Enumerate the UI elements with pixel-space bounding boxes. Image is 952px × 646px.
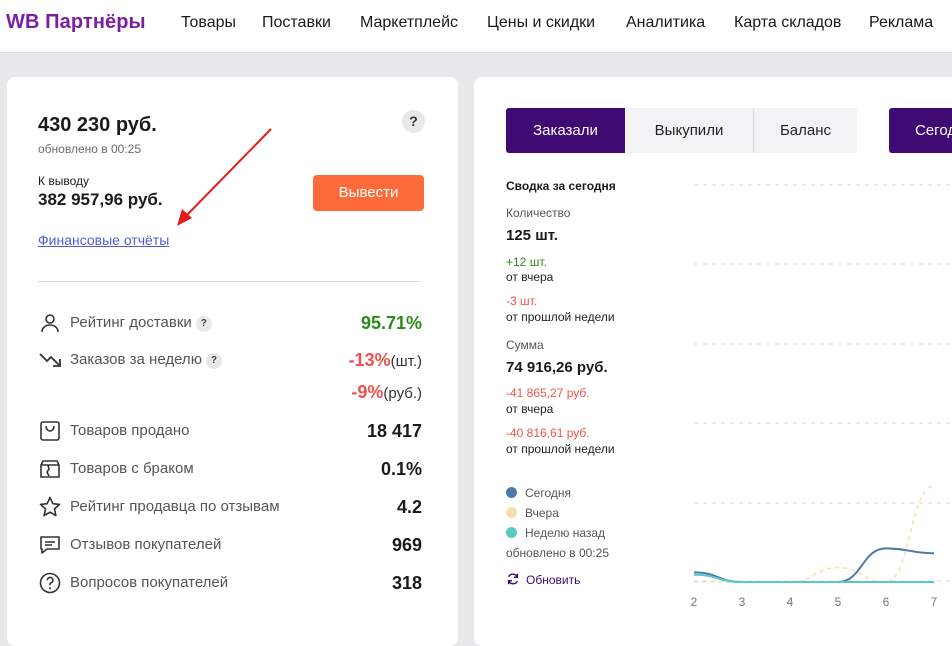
- metric-delivery-rating: Рейтинг доставки?: [70, 314, 212, 332]
- x-tick-label: 5: [835, 595, 842, 609]
- summary-title: Сводка за сегодня: [506, 179, 616, 193]
- nav-item-ads[interactable]: Реклама: [869, 14, 934, 31]
- help-icon[interactable]: ?: [402, 110, 425, 133]
- balance-updated: обновлено в 00:25: [38, 142, 141, 156]
- tab-divider: [753, 108, 754, 153]
- legend-yesterday[interactable]: Вчера: [506, 506, 559, 520]
- sum-delta-day-sub: от вчера: [506, 402, 554, 416]
- legend-week-ago[interactable]: Неделю назад: [506, 526, 605, 540]
- refresh-label: Обновить: [526, 573, 581, 587]
- metric-orders-week-sum: -9%(руб.): [351, 382, 422, 403]
- metric-reviews: Отзывов покупателей: [70, 536, 222, 553]
- sum-delta-week-sub: от прошлой недели: [506, 442, 615, 456]
- metric-defect-value: 0.1%: [380, 459, 422, 479]
- tab-ordered[interactable]: Заказали: [506, 108, 625, 153]
- nav-item-goods[interactable]: Товары: [181, 14, 237, 31]
- shopping-bag-icon: [40, 421, 60, 441]
- x-tick-label: 2: [691, 595, 698, 609]
- sum-delta-day: -41 865,27 руб.: [506, 386, 590, 400]
- metric-value-number: -9%: [351, 382, 384, 402]
- legend-dot: [506, 527, 517, 538]
- metric-questions: Вопросов покупателей: [70, 574, 229, 591]
- legend-dot: [506, 507, 517, 518]
- withdraw-amount: 382 957,96 руб.: [38, 190, 163, 209]
- user-icon: [41, 314, 59, 333]
- metric-sold: Товаров продано: [70, 422, 190, 439]
- star-icon: [39, 496, 61, 517]
- sum-label: Сумма: [506, 338, 544, 352]
- nav-item-marketplace[interactable]: Маркетплейс: [360, 14, 459, 31]
- comment-icon: [40, 536, 60, 554]
- series-line-yesterday: [693, 485, 935, 583]
- series-line-week-ago: [693, 573, 934, 583]
- metric-seller-rating-value: 4.2: [396, 497, 422, 517]
- orders-summary-card: Заказали Выкупили Баланс Сегодня Сводка …: [474, 77, 952, 646]
- metric-defect: Товаров с браком: [70, 460, 194, 477]
- metric-questions-value: 318: [391, 573, 422, 593]
- nav-item-warehouse-map[interactable]: Карта складов: [734, 14, 842, 31]
- nav-item-prices[interactable]: Цены и скидки: [487, 14, 596, 31]
- question-circle-icon: [39, 572, 61, 594]
- qty-delta-day-sub: от вчера: [506, 270, 554, 284]
- help-icon[interactable]: ?: [205, 353, 222, 369]
- balance-amount: 430 230 руб.: [38, 114, 157, 136]
- trend-down-icon: [39, 353, 61, 367]
- legend-label: Неделю назад: [525, 526, 606, 540]
- top-nav: WB Партнёры Товары Поставки Маркетплейс …: [0, 0, 952, 53]
- metric-orders-week-qty: -13%(шт.): [349, 350, 422, 371]
- metric-label-text: Рейтинг доставки: [70, 314, 192, 331]
- orders-line-chart: 2 3 4 5 6 7: [691, 184, 952, 609]
- x-tick-label: 4: [787, 595, 794, 609]
- qty-delta-week-sub: от прошлой недели: [506, 310, 615, 324]
- legend-today[interactable]: Сегодня: [506, 486, 571, 500]
- damaged-box-icon: [40, 460, 60, 478]
- financial-reports-link[interactable]: Финансовые отчёты: [38, 232, 170, 248]
- refresh-button[interactable]: Обновить: [506, 572, 580, 587]
- logo[interactable]: WB Партнёры: [6, 11, 146, 33]
- metric-reviews-value: 969: [391, 535, 422, 555]
- metric-orders-week: Заказов за неделю?: [70, 351, 222, 369]
- metric-unit: (шт.): [390, 353, 422, 370]
- nav-item-analytics[interactable]: Аналитика: [626, 14, 706, 31]
- legend-label: Сегодня: [525, 486, 571, 500]
- tab-today[interactable]: Сегодня: [889, 108, 952, 153]
- metric-label-text: Заказов за неделю: [70, 351, 202, 368]
- tab-balance[interactable]: Баланс: [754, 108, 857, 153]
- withdraw-label: К выводу: [38, 174, 89, 188]
- balance-card: 430 230 руб. обновлено в 00:25 ? К вывод…: [7, 77, 458, 646]
- help-icon[interactable]: ?: [195, 316, 212, 332]
- qty-delta-week: -3 шт.: [506, 294, 538, 308]
- chart-updated: обновлено в 00:25: [506, 546, 609, 560]
- tab-bought[interactable]: Выкупили: [625, 108, 753, 153]
- x-tick-label: 3: [739, 595, 746, 609]
- sum-value: 74 916,26 руб.: [506, 359, 608, 376]
- metric-value-number: -13%: [348, 350, 391, 370]
- nav-item-supplies[interactable]: Поставки: [262, 14, 331, 31]
- divider: [38, 281, 422, 282]
- withdraw-button[interactable]: Вывести: [313, 175, 424, 211]
- qty-delta-day: +12 шт.: [506, 255, 547, 269]
- legend-dot: [506, 487, 517, 498]
- qty-label: Количество: [506, 206, 571, 220]
- qty-value: 125 шт.: [506, 227, 558, 244]
- refresh-icon: [507, 573, 519, 585]
- legend-label: Вчера: [525, 506, 559, 520]
- sum-delta-week: -40 816,61 руб.: [506, 426, 590, 440]
- x-tick-label: 7: [931, 595, 938, 609]
- metric-seller-rating: Рейтинг продавца по отзывам: [70, 498, 280, 515]
- series-line-today: [693, 547, 935, 583]
- metric-sold-value: 18 417: [366, 421, 422, 441]
- metric-delivery-value: 95.71%: [360, 313, 422, 333]
- x-tick-label: 6: [883, 595, 890, 609]
- metric-unit: (руб.): [383, 385, 422, 402]
